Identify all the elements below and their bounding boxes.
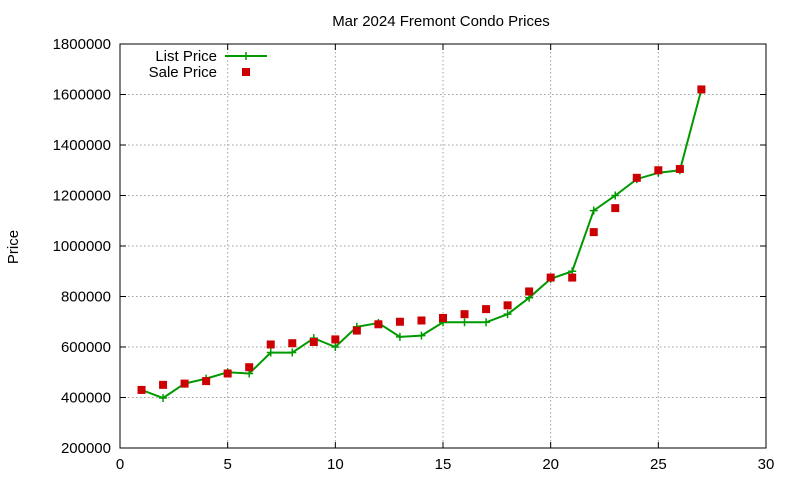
sale-price-point — [180, 379, 189, 388]
sale-price-point — [675, 164, 684, 173]
sale-price-point — [611, 204, 620, 213]
list-price-point — [395, 332, 404, 341]
sale-price-point — [417, 316, 426, 325]
list-price-point — [288, 348, 297, 357]
sale-price-point — [288, 339, 297, 348]
sale-price-point — [439, 313, 447, 322]
list-price-point — [482, 318, 491, 327]
series-line-list-price — [141, 89, 703, 400]
plot-frame — [119, 43, 767, 449]
sale-price-point — [568, 273, 577, 282]
sale-price-point — [266, 340, 275, 349]
y-tick-label: 600000 — [61, 339, 111, 356]
sale-price-point — [202, 377, 211, 386]
x-tick-label: 20 — [542, 456, 559, 473]
list-price-point — [589, 206, 598, 215]
plot-area — [137, 85, 706, 403]
legend-label: List Price — [155, 48, 217, 65]
list-price-point — [331, 343, 340, 351]
list-price-point — [417, 331, 426, 340]
sale-price-point — [546, 273, 555, 282]
sale-price-point — [352, 326, 361, 335]
list-price-point — [159, 394, 168, 403]
sale-price-point — [309, 337, 318, 346]
sale-price-point — [697, 85, 706, 94]
grid — [120, 44, 766, 448]
sale-price-point — [395, 317, 404, 326]
list-price-point — [460, 318, 469, 327]
list-price-point — [266, 348, 275, 357]
x-tick-label: 5 — [223, 456, 231, 473]
sale-price-point — [245, 363, 254, 372]
sale-price-point — [137, 385, 146, 394]
legend-swatch-plus — [242, 52, 250, 60]
legend-swatch-square — [242, 68, 250, 76]
x-tick-label: 15 — [435, 456, 452, 473]
sale-price-point — [654, 166, 663, 175]
y-tick-label: 1800000 — [53, 36, 111, 53]
sale-price-point — [331, 335, 340, 344]
sale-price-point — [460, 310, 469, 319]
list-price-point — [611, 191, 620, 200]
y-tick-label: 1200000 — [53, 188, 111, 205]
sale-price-point — [374, 320, 383, 329]
x-tick-label: 0 — [116, 456, 124, 473]
legend-label: Sale Price — [149, 64, 217, 81]
y-tick-label: 800000 — [61, 289, 111, 306]
x-tick-label: 10 — [327, 456, 344, 473]
sale-price-point — [525, 287, 534, 296]
sale-price-point — [159, 380, 168, 389]
sale-price-point — [632, 173, 641, 182]
y-tick-label: 1000000 — [53, 238, 111, 255]
axis-ticks: 200000 400000 600000 800000 1000000 1200000 14… — [53, 36, 775, 473]
sale-price-point — [589, 228, 598, 237]
chart-title: Mar 2024 Fremont Condo Prices — [332, 13, 550, 30]
sale-price-point — [482, 305, 491, 314]
y-tick-label: 400000 — [61, 390, 111, 407]
x-tick-label: 25 — [650, 456, 667, 473]
y-tick-label: 1600000 — [53, 87, 111, 104]
sale-price-point — [223, 369, 232, 378]
y-tick-label: 200000 — [61, 440, 111, 457]
y-tick-label: 1400000 — [53, 137, 111, 154]
x-tick-label: 30 — [758, 456, 775, 473]
sale-price-point — [503, 301, 512, 310]
y-axis-label: Price — [5, 230, 22, 264]
list-price-point — [503, 310, 512, 319]
